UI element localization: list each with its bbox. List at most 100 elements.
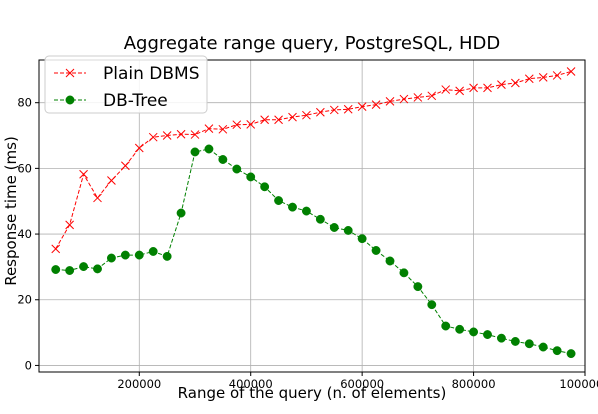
data-point (204, 124, 214, 133)
data-point (538, 342, 548, 352)
x-marker-stroke (190, 130, 200, 139)
x-marker-stroke (483, 83, 492, 93)
x-marker-stroke (538, 73, 548, 82)
y-tick-label: 80 (17, 96, 32, 110)
x-marker-stroke (441, 85, 451, 94)
data-point (357, 234, 367, 244)
data-point (302, 110, 311, 120)
data-point (274, 115, 283, 125)
data-point (329, 105, 339, 115)
series-plain-dbms (51, 67, 576, 254)
x-marker-stroke (469, 83, 478, 93)
data-point (121, 161, 130, 171)
x-marker-stroke (302, 110, 311, 120)
y-tick-label: 20 (17, 293, 32, 307)
x-marker-stroke (343, 104, 353, 114)
x-marker-stroke (51, 244, 61, 254)
data-point (176, 208, 186, 218)
data-point (260, 115, 269, 125)
x-marker-stroke (357, 102, 367, 111)
data-point (120, 250, 130, 260)
y-axis-label: Response time (ms) (2, 136, 20, 286)
x-marker-stroke (274, 115, 283, 125)
data-point (497, 80, 506, 89)
x-marker-stroke (93, 193, 102, 203)
data-point (204, 144, 214, 154)
data-point (288, 202, 297, 212)
data-point (371, 100, 381, 110)
x-marker-stroke (148, 132, 158, 142)
data-point (148, 132, 158, 142)
legend: Plain DBMS DB-Tree (44, 55, 208, 114)
x-marker-stroke (232, 120, 242, 130)
x-marker-stroke (134, 143, 144, 153)
legend-label: DB-Tree (103, 91, 168, 111)
data-point (469, 327, 479, 337)
data-point (511, 78, 520, 88)
data-point (343, 104, 353, 114)
data-point (65, 266, 75, 275)
data-point (190, 130, 200, 139)
data-point (51, 265, 61, 274)
data-point (455, 86, 464, 96)
y-tick-label: 0 (25, 358, 32, 372)
x-marker-stroke (455, 86, 464, 96)
data-point (427, 91, 437, 101)
x-marker-stroke (246, 120, 256, 129)
x-marker-stroke (65, 220, 74, 230)
x-marker-stroke (176, 129, 186, 139)
x-marker-stroke (204, 124, 214, 133)
ticks: 200000 400000 600000 800000 1000000 0 20 40 60 80 (17, 96, 598, 391)
data-point (190, 147, 200, 157)
data-point (232, 164, 242, 174)
data-point (552, 71, 562, 80)
data-point (357, 102, 367, 111)
x-tick-label: 600000 (340, 377, 384, 391)
data-point (218, 155, 228, 164)
data-point (316, 107, 325, 117)
x-marker-stroke (566, 67, 576, 76)
data-point (524, 339, 534, 349)
data-point (246, 120, 256, 129)
data-point (496, 333, 506, 343)
data-point (288, 112, 297, 122)
x-axis-label: Range of the query (n. of elements) (178, 384, 447, 402)
data-point (566, 349, 576, 359)
x-marker-stroke (65, 68, 75, 78)
data-point (315, 214, 325, 224)
x-tick-label: 1000000 (559, 377, 598, 391)
x-marker-stroke (497, 80, 506, 89)
legend-box (44, 55, 208, 114)
data-point (232, 120, 242, 130)
data-point (162, 131, 172, 140)
data-point (469, 83, 478, 93)
data-point (552, 346, 562, 356)
data-point (162, 251, 172, 261)
data-point (427, 300, 437, 310)
x-marker-stroke (399, 94, 409, 104)
data-point (371, 246, 381, 255)
chart-title: Aggregate range query, PostgreSQL, HDD (124, 33, 501, 54)
x-tick-label: 200000 (117, 377, 161, 391)
data-point (483, 330, 492, 340)
y-tick-label: 40 (17, 227, 32, 241)
legend-entry: DB-Tree (54, 91, 168, 111)
data-point (385, 97, 395, 106)
x-marker-stroke (524, 74, 534, 84)
data-point (329, 223, 339, 232)
x-marker-stroke (260, 115, 269, 125)
data-point (441, 85, 451, 94)
data-point (455, 324, 465, 334)
data-point (441, 321, 451, 331)
data-point (483, 83, 492, 93)
grid (39, 60, 586, 372)
legend-entry: Plain DBMS (54, 64, 200, 84)
legend-marker (65, 95, 75, 105)
data-point (510, 337, 520, 346)
data-point (106, 253, 116, 263)
x-tick-label: 400000 (229, 377, 273, 391)
x-marker-stroke (107, 176, 116, 185)
data-point (260, 182, 270, 192)
data-point (134, 143, 144, 153)
